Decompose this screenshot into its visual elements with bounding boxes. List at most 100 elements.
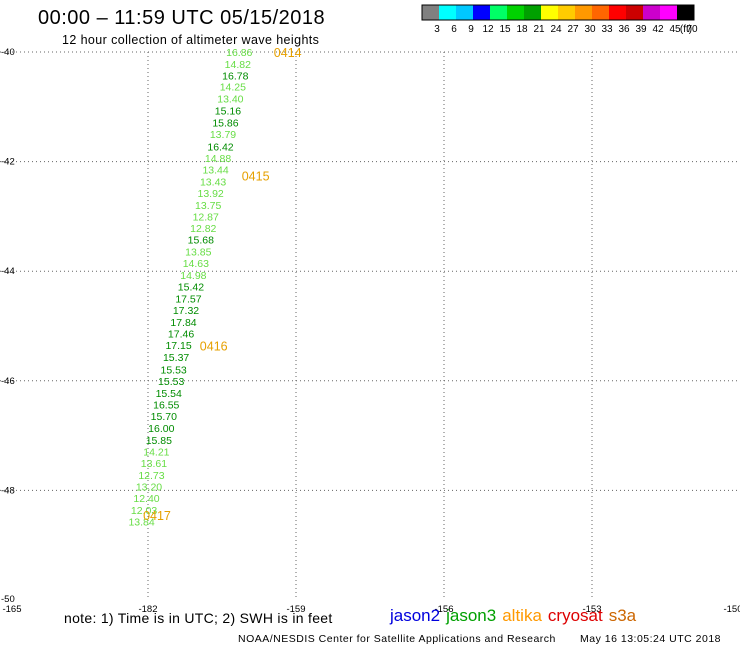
swh-value-label: 13.44 <box>202 164 228 176</box>
colorbar-swatch <box>456 5 473 20</box>
swh-value-label: 14.82 <box>225 59 251 71</box>
colorbar-label: 24 <box>550 24 562 35</box>
credit-text: NOAA/NESDIS Center for Satellite Applica… <box>238 633 556 645</box>
swh-value-label: 14.98 <box>180 270 206 282</box>
swh-value-label: 14.88 <box>205 153 231 165</box>
swh-value-label: 14.63 <box>183 258 209 270</box>
y-tick-label: -48 <box>1 485 15 496</box>
swh-value-label: 15.16 <box>215 106 241 118</box>
swh-value-label: 12.40 <box>133 493 159 505</box>
colorbar-swatch <box>473 5 490 20</box>
time-label: 0414 <box>274 46 302 60</box>
legend-entry: altika <box>502 606 542 625</box>
y-tick-label: -44 <box>1 266 15 277</box>
swh-value-label: 13.40 <box>217 94 243 106</box>
colorbar-label: 30 <box>584 24 596 35</box>
colorbar: 3 6 9 12 15 18 21 24 27 30 33 36 39 42 45 70(ft) <box>421 4 698 35</box>
swh-value-label: 16.55 <box>153 399 179 411</box>
swh-value-label: 14.21 <box>143 446 169 458</box>
x-tick-label: -165 <box>2 604 21 615</box>
swh-value-label: 13.92 <box>198 188 224 200</box>
colorbar-label: (ft) <box>680 24 692 35</box>
colorbar-swatch <box>660 5 677 20</box>
colorbar-swatch <box>507 5 524 20</box>
colorbar-swatch <box>609 5 626 20</box>
colorbar-frame <box>421 4 695 21</box>
y-tick-label: -42 <box>1 157 15 168</box>
swh-value-label: 15.86 <box>212 118 238 130</box>
colorbar-swatch <box>524 5 541 20</box>
swh-value-label: 12.82 <box>190 223 216 235</box>
swh-value-label: 15.37 <box>163 352 189 364</box>
colorbar-label: 33 <box>601 24 613 35</box>
colorbar-label: 36 <box>618 24 630 35</box>
legend-entry: jason3 <box>446 606 497 625</box>
colorbar-label: 45 <box>669 24 681 35</box>
time-label: 0415 <box>242 169 270 183</box>
colorbar-swatch <box>422 5 439 20</box>
x-tick-label: -156 <box>434 604 453 615</box>
swh-value-label: 13.20 <box>136 482 162 494</box>
swh-value-label: 16.86 <box>226 47 252 59</box>
colorbar-label: 12 <box>482 24 494 35</box>
swh-value-label: 17.57 <box>175 294 201 306</box>
legend-entry: s3a <box>608 606 637 625</box>
satellite-legend: jason2 jason3 altika cryosat s3a <box>390 606 642 626</box>
swh-value-label: 14.25 <box>220 82 246 94</box>
swh-value-label: 15.68 <box>188 234 214 246</box>
altimeter-track: 16.8614.8216.7814.2513.4015.1615.8613.79… <box>128 46 301 529</box>
swh-value-label: 15.70 <box>151 411 177 423</box>
colorbar-label: 3 <box>434 24 440 35</box>
swh-value-label: 16.78 <box>222 71 248 83</box>
swh-value-label: 12.03 <box>131 505 157 517</box>
swh-value-label: 17.84 <box>170 317 196 329</box>
colorbar-label: 42 <box>652 24 664 35</box>
legend-entry: jason2 <box>390 606 441 625</box>
x-tick-label: -150 <box>723 604 740 615</box>
y-tick-label: -50 <box>1 594 15 605</box>
legend-entry: cryosat <box>547 606 603 625</box>
swh-value-label: 16.00 <box>148 423 174 435</box>
colorbar-swatch <box>575 5 592 20</box>
y-tick-label: -46 <box>1 376 15 387</box>
colorbar-swatch <box>626 5 643 20</box>
swh-value-label: 13.61 <box>141 458 167 470</box>
colorbar-swatch <box>490 5 507 20</box>
y-tick-label: -40 <box>1 47 15 58</box>
colorbar-label: 27 <box>567 24 579 35</box>
x-tick-label: -159 <box>286 604 305 615</box>
swh-value-label: 15.85 <box>146 435 172 447</box>
colorbar-label: 70 <box>686 24 698 35</box>
colorbar-swatch <box>643 5 660 20</box>
swh-value-label: 15.53 <box>158 376 184 388</box>
swh-value-label: 13.43 <box>200 176 226 188</box>
colorbar-swatch <box>439 5 456 20</box>
swh-value-label: 17.46 <box>168 329 194 341</box>
colorbar-label: 39 <box>635 24 647 35</box>
colorbar-swatch <box>558 5 575 20</box>
colorbar-swatch <box>541 5 558 20</box>
swh-value-label: 15.54 <box>156 388 182 400</box>
swh-value-label: 13.85 <box>185 246 211 258</box>
swh-value-label: 13.84 <box>128 517 154 529</box>
footnote: note: 1) Time is in UTC; 2) SWH is in fe… <box>64 610 333 626</box>
swh-value-label: 16.42 <box>207 141 233 153</box>
swh-value-label: 13.75 <box>195 200 221 212</box>
swh-value-label: 15.42 <box>178 282 204 294</box>
colorbar-swatch <box>592 5 609 20</box>
x-tick-label: -182 <box>138 604 157 615</box>
colorbar-swatch <box>677 5 694 20</box>
time-label: 0416 <box>200 340 228 354</box>
page-subtitle: 12 hour collection of altimeter wave hei… <box>62 33 320 47</box>
colorbar-label: 15 <box>499 24 511 35</box>
colorbar-label: 21 <box>533 24 545 35</box>
swh-value-label: 13.79 <box>210 129 236 141</box>
generated-timestamp: May 16 13:05:24 UTC 2018 <box>580 633 721 645</box>
colorbar-label: 6 <box>451 24 457 35</box>
colorbar-label: 18 <box>516 24 528 35</box>
swh-value-label: 17.15 <box>165 340 191 352</box>
time-label: 0417 <box>143 509 171 523</box>
swh-value-label: 12.73 <box>138 470 164 482</box>
page-title: 00:00 – 11:59 UTC 05/15/2018 <box>38 7 326 29</box>
